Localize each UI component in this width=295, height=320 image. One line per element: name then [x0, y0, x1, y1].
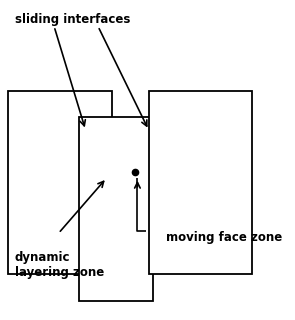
Text: moving face zone: moving face zone: [166, 231, 283, 244]
Text: dynamic
layering zone: dynamic layering zone: [14, 251, 104, 279]
Bar: [9, 91, 112, 274]
Text: sliding interfaces: sliding interfaces: [14, 13, 130, 26]
Bar: [79, 117, 153, 301]
Bar: [149, 91, 253, 274]
